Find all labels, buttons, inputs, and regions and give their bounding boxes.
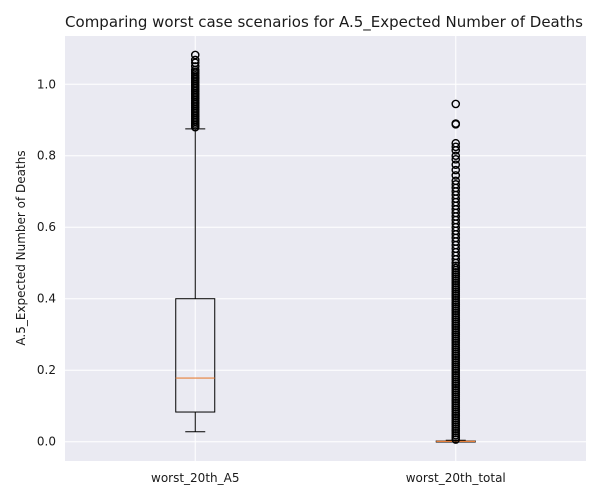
outlier-point	[451, 99, 461, 109]
outlier-point	[451, 165, 461, 175]
outlier-point	[451, 138, 461, 148]
y-axis-label: A.5_Expected Number of Deaths	[14, 150, 28, 345]
outlier-point	[451, 171, 461, 180]
y-tick-label: 0.4	[37, 292, 56, 306]
outlier-point	[190, 62, 200, 71]
outlier-point	[190, 55, 200, 65]
boxes-layer	[175, 50, 476, 444]
y-tick-label: 0.6	[37, 220, 56, 234]
box-worst_20th_A5	[175, 50, 216, 433]
plot-area	[65, 36, 586, 461]
x-category-label: worst_20th_A5	[151, 471, 239, 485]
y-axis: 0.0 0.2 0.4 0.6 0.8 1.0	[37, 77, 56, 448]
outlier-point	[451, 176, 461, 186]
y-tick-label: 0.2	[37, 363, 56, 377]
outlier-point	[451, 180, 461, 189]
outlier-point	[451, 142, 461, 152]
y-tick-label: 1.0	[37, 77, 56, 91]
outlier-point	[451, 151, 461, 161]
outlier-point	[451, 155, 461, 164]
y-tick-label: 0.0	[37, 435, 56, 449]
outlier-point	[451, 160, 461, 169]
x-axis: worst_20th_A5 worst_20th_total	[151, 471, 506, 485]
outlier-point	[451, 119, 461, 128]
chart-title: Comparing worst case scenarios for A.5_E…	[65, 13, 583, 32]
iqr-box	[175, 298, 216, 413]
outlier-point	[451, 261, 461, 271]
y-tick-label: 0.8	[37, 149, 56, 163]
box-worst_20th_total	[435, 99, 476, 444]
outlier-point	[190, 50, 200, 60]
x-category-label: worst_20th_total	[406, 471, 506, 485]
